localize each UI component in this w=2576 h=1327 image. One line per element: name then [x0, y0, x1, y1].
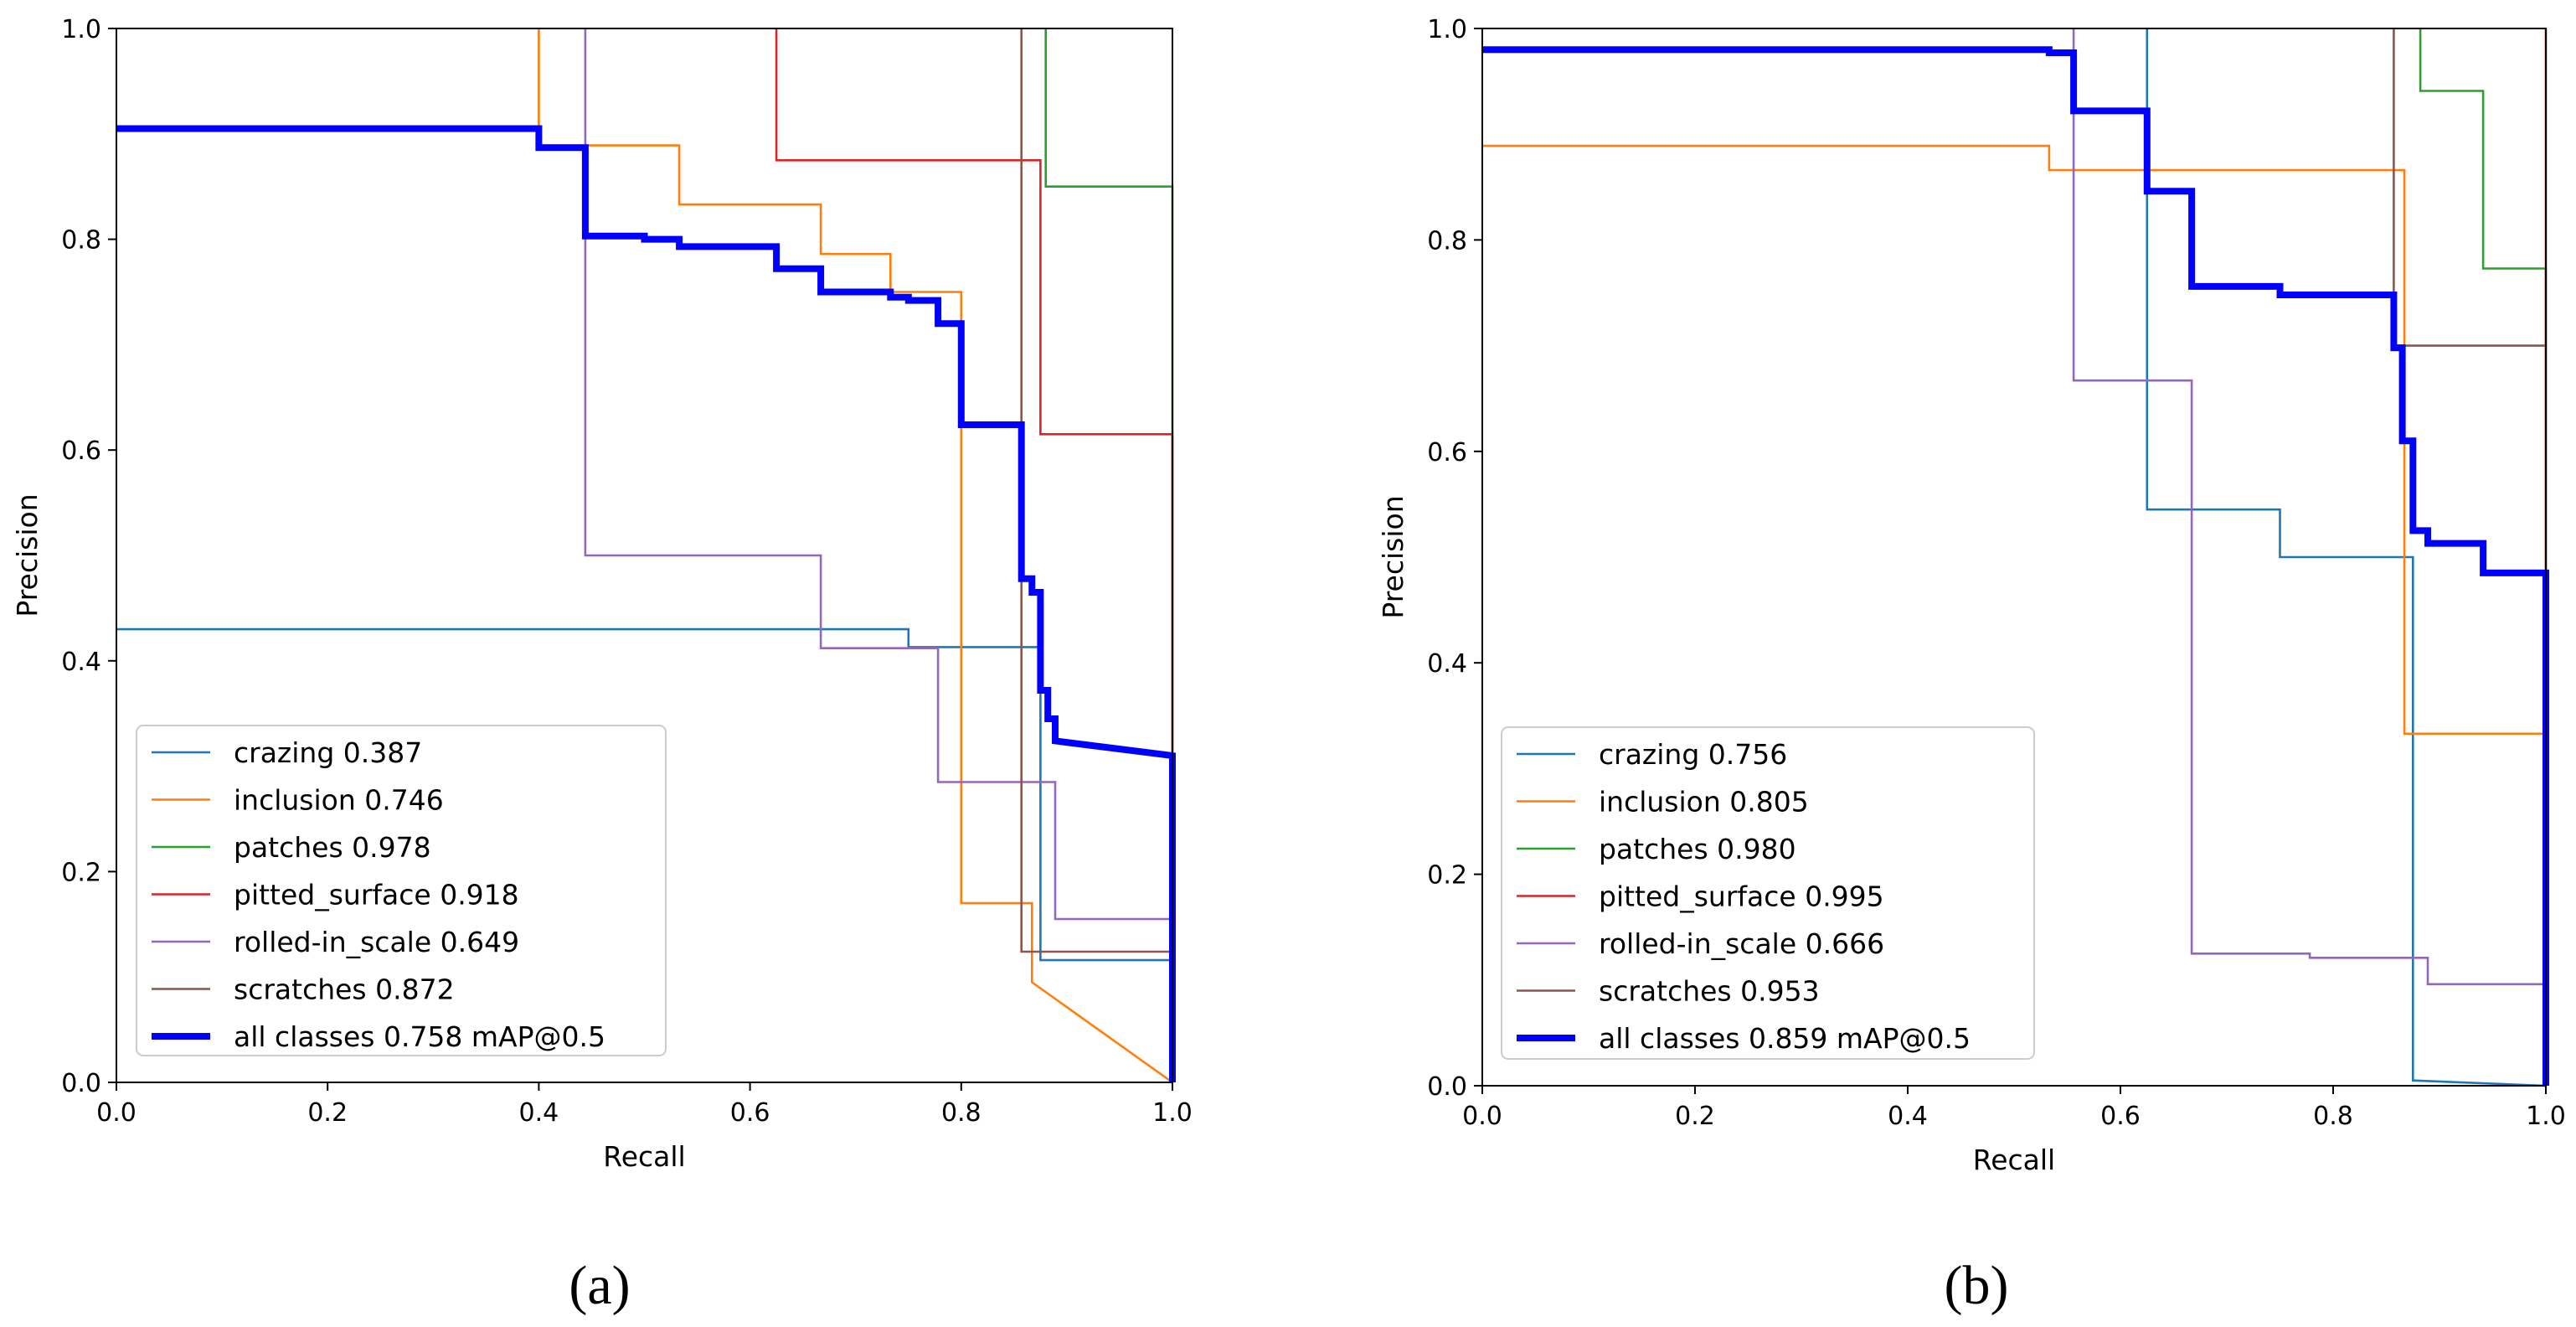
panel-label: (b)	[1945, 1255, 2009, 1316]
chart-a: 0.0 0.2 0.4 0.6 0.8 1.0 0.0 0.2 0.4 0.6 0.8 1.0 Reca…	[11, 15, 1193, 1316]
x-tick-label: 0.6	[730, 1098, 770, 1128]
chart-b: 0.0 0.2 0.4 0.6 0.8 1.0 0.0 0.2 0.4 0.6 0.8 1.0 Reca…	[1377, 15, 2566, 1316]
x-tick-label: 1.0	[2526, 1102, 2566, 1131]
legend-label-inclusion: inclusion 0.746	[234, 784, 444, 817]
y-tick-label: 0.8	[61, 226, 101, 256]
legend: crazing 0.387 inclusion 0.746 patches 0.97…	[136, 725, 667, 1056]
x-tick-label: 0.0	[1462, 1102, 1502, 1131]
x-axis-label: Recall	[1973, 1144, 2055, 1176]
legend-label-scratches: scratches 0.872	[234, 973, 455, 1006]
y-tick-label: 1.0	[61, 15, 101, 44]
x-tick-label: 0.0	[96, 1098, 137, 1128]
y-tick-label: 0.2	[1427, 861, 1467, 891]
y-tick-label: 0.0	[61, 1069, 101, 1098]
y-tick-label: 0.8	[1427, 226, 1467, 256]
y-tick-label: 0.6	[61, 436, 101, 466]
x-tick-label: 0.2	[1675, 1102, 1715, 1131]
legend: crazing 0.756 inclusion 0.805 patches 0.98…	[1501, 726, 2035, 1060]
legend-label-crazing: crazing 0.756	[1599, 738, 1787, 771]
legend-label-pitted_surface: pitted_surface 0.995	[1599, 880, 1884, 913]
series-line-inclusion	[1482, 144, 2546, 736]
x-tick-label: 0.8	[2313, 1102, 2353, 1131]
legend-label-patches: patches 0.978	[234, 831, 431, 864]
y-tick-label: 0.2	[61, 858, 101, 887]
x-axis-label: Recall	[603, 1140, 685, 1173]
x-tick-label: 0.4	[1888, 1102, 1928, 1131]
x-tick-label: 1.0	[1152, 1098, 1193, 1128]
y-tick-label: 1.0	[1427, 15, 1467, 44]
x-tick-label: 0.8	[941, 1098, 981, 1128]
legend-box	[136, 725, 667, 1056]
y-axis-label: Precision	[11, 493, 44, 617]
legend-label-pitted_surface: pitted_surface 0.918	[234, 879, 519, 911]
series-line-crazing	[2146, 28, 2547, 1087]
series-line-scratches	[2393, 28, 2546, 347]
y-axis-label: Precision	[1377, 495, 1409, 618]
x-tick-label: 0.4	[519, 1098, 559, 1128]
legend-label-rolled-in_scale: rolled-in_scale 0.666	[1599, 927, 1884, 960]
legend-label-all-classes: all classes 0.758 mAP@0.5	[234, 1020, 605, 1053]
legend-label-inclusion: inclusion 0.805	[1599, 786, 1809, 818]
legend-label-patches: patches 0.980	[1599, 833, 1796, 865]
legend-label-rolled-in_scale: rolled-in_scale 0.649	[234, 926, 519, 958]
y-tick-label: 0.4	[1427, 649, 1467, 679]
series-line-all-classes	[116, 125, 1176, 1082]
legend-label-all-classes: all classes 0.859 mAP@0.5	[1599, 1022, 1971, 1055]
series-line-rolled-in_scale	[584, 28, 1174, 1082]
x-tick-label: 0.6	[2100, 1102, 2141, 1131]
series-line-inclusion	[538, 28, 1173, 1084]
plot-frame	[116, 28, 1173, 1083]
y-tick-label: 0.6	[1427, 438, 1467, 467]
series-line-patches	[1044, 28, 1174, 1082]
legend-label-crazing: crazing 0.387	[234, 736, 422, 769]
panel-label: (a)	[569, 1255, 630, 1316]
y-tick-label: 0.0	[1427, 1072, 1467, 1102]
series-line-rolled-in_scale	[2072, 28, 2546, 986]
y-tick-label: 0.4	[61, 648, 101, 677]
legend-label-scratches: scratches 0.953	[1599, 975, 1820, 1008]
x-tick-label: 0.2	[307, 1098, 348, 1128]
legend-box	[1501, 726, 2035, 1060]
plot-frame	[1481, 28, 2547, 1087]
series-line-all-classes	[1482, 46, 2549, 1086]
